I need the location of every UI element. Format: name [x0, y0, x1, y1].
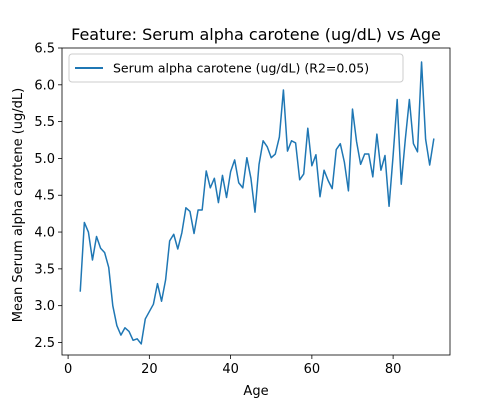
y-tick-label: 6.5 — [34, 42, 55, 57]
y-tick-label: 3.5 — [34, 262, 55, 277]
y-tick-label: 6.0 — [34, 78, 55, 93]
y-tick-label: 5.0 — [34, 152, 55, 167]
y-tick-label: 5.5 — [34, 115, 55, 130]
chart-title: Feature: Serum alpha carotene (ug/dL) vs… — [71, 25, 441, 44]
x-tick-label: 60 — [304, 362, 321, 377]
x-tick-label: 40 — [222, 362, 239, 377]
y-tick-label: 4.5 — [34, 189, 55, 204]
y-axis-label: Mean Serum alpha carotene (ug/dL) — [11, 88, 26, 322]
y-tick-label: 3.0 — [34, 299, 55, 314]
y-tick-label: 2.5 — [34, 336, 55, 351]
legend-label: Serum alpha carotene (ug/dL) (R2=0.05) — [113, 61, 369, 76]
x-tick-label: 80 — [385, 362, 402, 377]
x-axis-label: Age — [243, 384, 268, 399]
x-tick-label: 0 — [64, 362, 72, 377]
y-tick-label: 4.0 — [34, 226, 55, 241]
legend: Serum alpha carotene (ug/dL) (R2=0.05) — [69, 54, 403, 82]
x-tick-label: 20 — [141, 362, 158, 377]
